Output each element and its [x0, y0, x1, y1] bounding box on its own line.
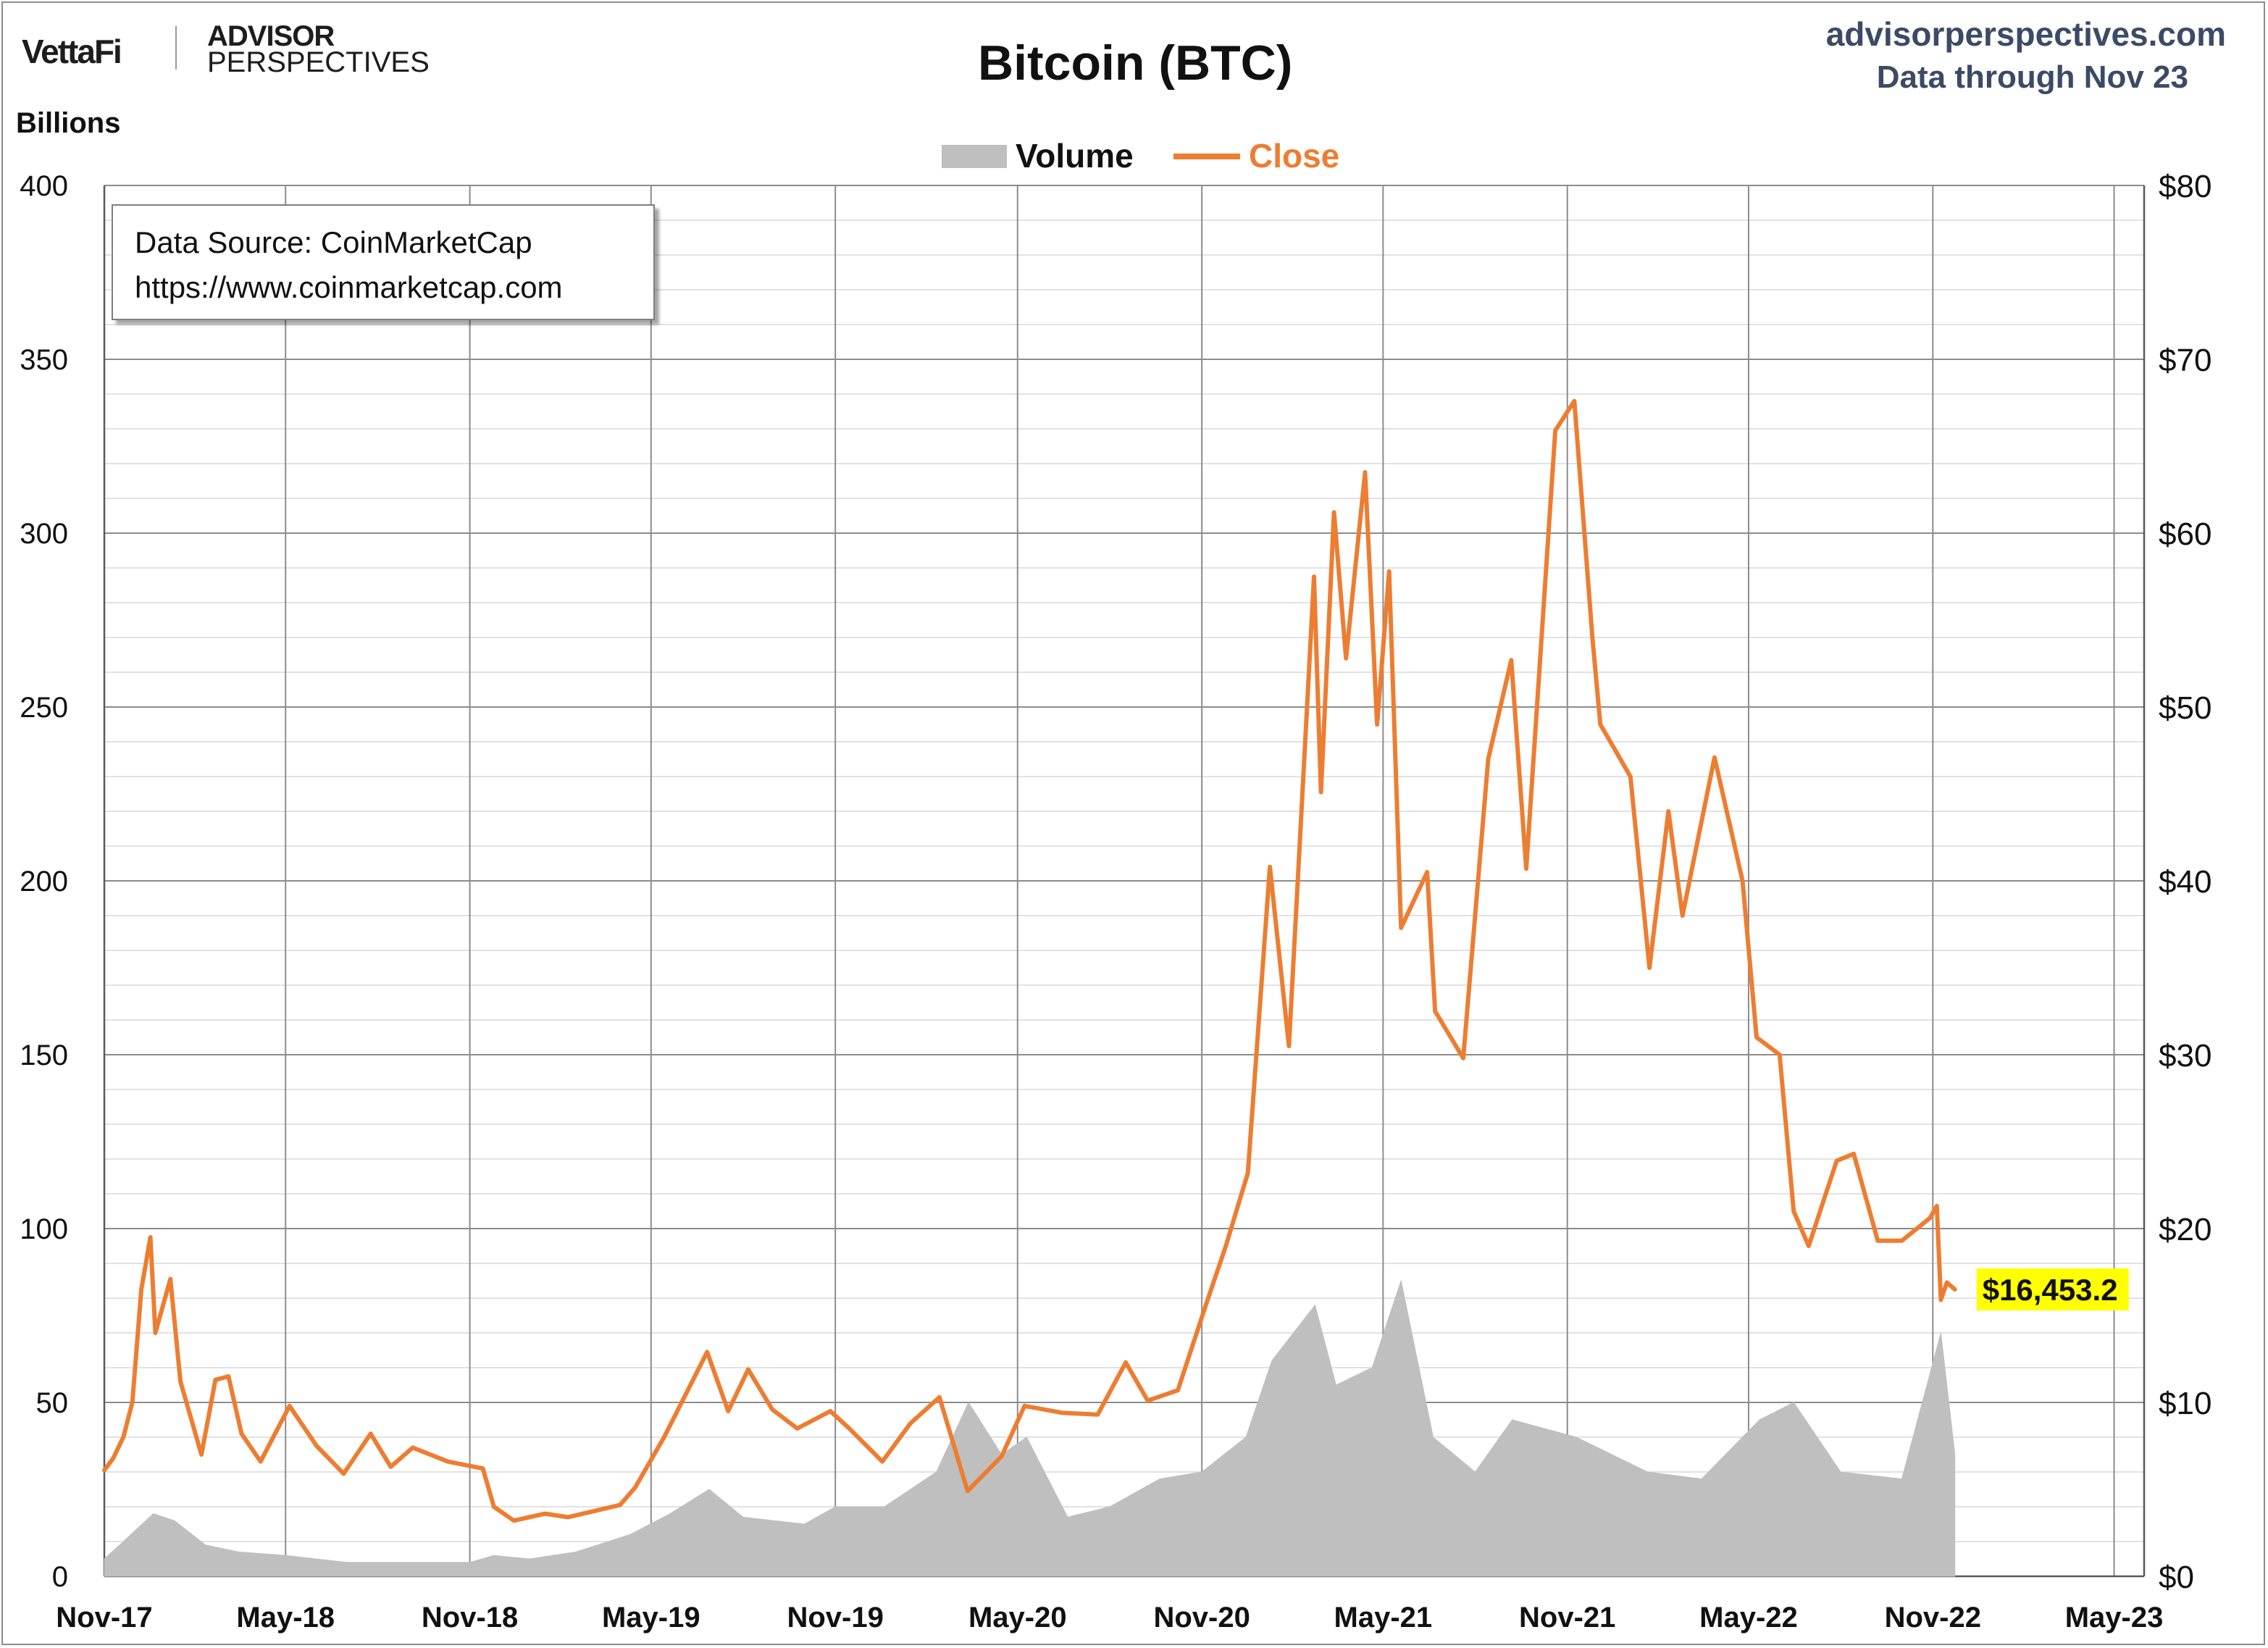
y-axis-unit-label: Billions	[16, 107, 121, 139]
x-tick-label: Nov-17	[56, 1602, 152, 1634]
right-tick-label: $30	[2159, 1038, 2211, 1074]
logo-vettafi-text: VettaFi	[22, 33, 122, 70]
right-tick-label: $40	[2159, 864, 2211, 900]
x-tick-label: Nov-22	[1885, 1602, 1981, 1634]
site-url: advisorperspectives.com	[1825, 15, 2226, 53]
left-tick-label: 0	[52, 1561, 68, 1593]
legend-close-label: Close	[1249, 137, 1340, 175]
left-tick-label: 400	[20, 170, 68, 202]
data-source-box: Data Source: CoinMarketCap https://www.c…	[112, 204, 655, 320]
logo-advisor-text: ADVISOR	[207, 20, 335, 52]
x-tick-label: May-19	[602, 1602, 700, 1634]
chart-title: Bitcoin (BTC)	[978, 35, 1293, 91]
right-tick-label: $60	[2159, 516, 2211, 552]
x-tick-label: Nov-20	[1153, 1602, 1250, 1634]
left-tick-label: 100	[20, 1213, 68, 1245]
data-source-line: Data Source: CoinMarketCap	[135, 225, 532, 259]
right-tick-label: $0	[2159, 1560, 2194, 1595]
logo-perspectives-text: PERSPECTIVES	[207, 46, 430, 78]
left-tick-label: 200	[20, 866, 68, 898]
legend-volume-label: Volume	[1016, 137, 1134, 175]
x-tick-label: May-18	[236, 1602, 335, 1634]
legend-volume-swatch	[942, 145, 1007, 168]
left-tick-label: 300	[20, 518, 68, 550]
data-source-url: https://www.coinmarketcap.com	[135, 270, 563, 304]
right-tick-label: $80	[2159, 169, 2211, 204]
left-tick-label: 250	[20, 692, 68, 724]
x-tick-label: Nov-21	[1519, 1602, 1615, 1634]
left-tick-label: 350	[20, 344, 68, 376]
right-tick-label: $50	[2159, 690, 2211, 726]
last-price-callout: $16,453.2	[1983, 1273, 2118, 1307]
legend-close-swatch	[1173, 154, 1240, 159]
x-tick-label: May-21	[1334, 1602, 1433, 1634]
data-through-label: Data through Nov 23	[1876, 59, 2188, 95]
left-tick-label: 150	[20, 1040, 68, 1071]
volume-area	[104, 1279, 1956, 1577]
x-tick-label: May-23	[2065, 1602, 2164, 1634]
x-tick-label: Nov-18	[422, 1602, 518, 1634]
x-tick-label: May-22	[1699, 1602, 1798, 1634]
right-tick-label: $20	[2159, 1212, 2211, 1247]
close-price-line	[102, 398, 1957, 1523]
right-tick-label: $10	[2159, 1386, 2211, 1421]
logo-divider	[175, 26, 177, 70]
x-tick-label: May-20	[968, 1602, 1067, 1634]
left-tick-label: 50	[36, 1387, 69, 1419]
last-price-callout-bg	[1976, 1268, 2129, 1311]
x-tick-label: Nov-19	[787, 1602, 883, 1634]
right-tick-label: $70	[2159, 343, 2211, 378]
